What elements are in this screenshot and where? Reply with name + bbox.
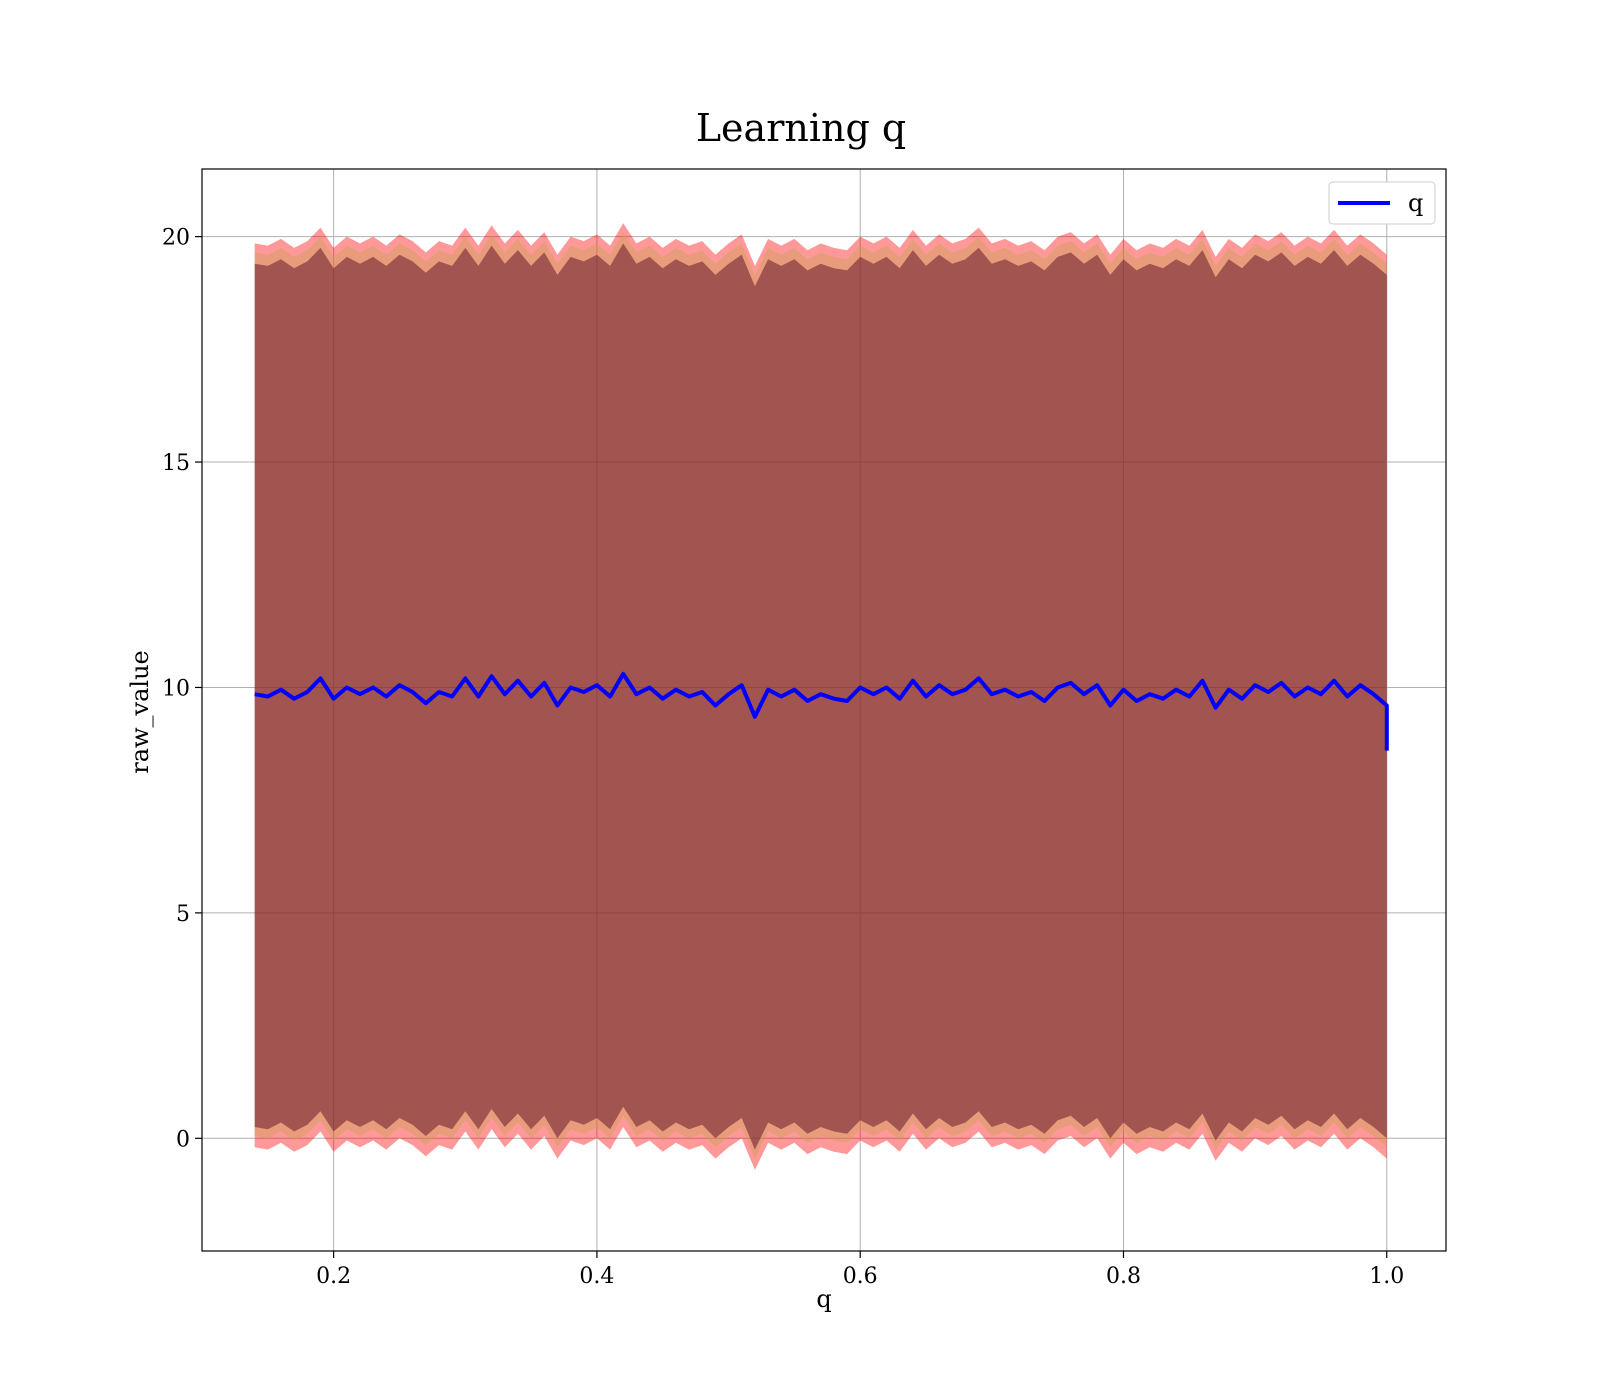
x-tick-label: 0.6 <box>843 1264 878 1289</box>
x-axis-title: q <box>816 1285 831 1313</box>
plot-frame <box>201 168 1447 1252</box>
series-lines <box>254 671 1389 751</box>
y-tick-label: 20 <box>162 226 190 251</box>
x-ticks: 0.2 0.4 0.6 0.8 1.0 <box>316 1251 1404 1289</box>
legend-label-q: q <box>1408 189 1423 217</box>
series-line-q <box>254 671 1389 751</box>
x-tick-label: 0.4 <box>579 1264 614 1289</box>
y-tick-label: 10 <box>162 676 190 701</box>
y-tick-label: 0 <box>176 1127 190 1152</box>
bands <box>254 223 1387 1170</box>
y-tick-label: 15 <box>162 451 190 476</box>
x-tick-label: 0.8 <box>1106 1264 1141 1289</box>
y-axis-title: raw_value <box>126 650 154 774</box>
x-tick-label: 1.0 <box>1369 1264 1404 1289</box>
legend[interactable]: q <box>1328 181 1436 225</box>
y-tick-label: 5 <box>176 902 190 927</box>
y-ticks: 0 5 10 15 20 <box>162 226 202 1152</box>
x-tick-label: 0.2 <box>316 1264 351 1289</box>
chart-title: Learning q <box>696 106 906 150</box>
confidence-band <box>254 243 1387 1150</box>
